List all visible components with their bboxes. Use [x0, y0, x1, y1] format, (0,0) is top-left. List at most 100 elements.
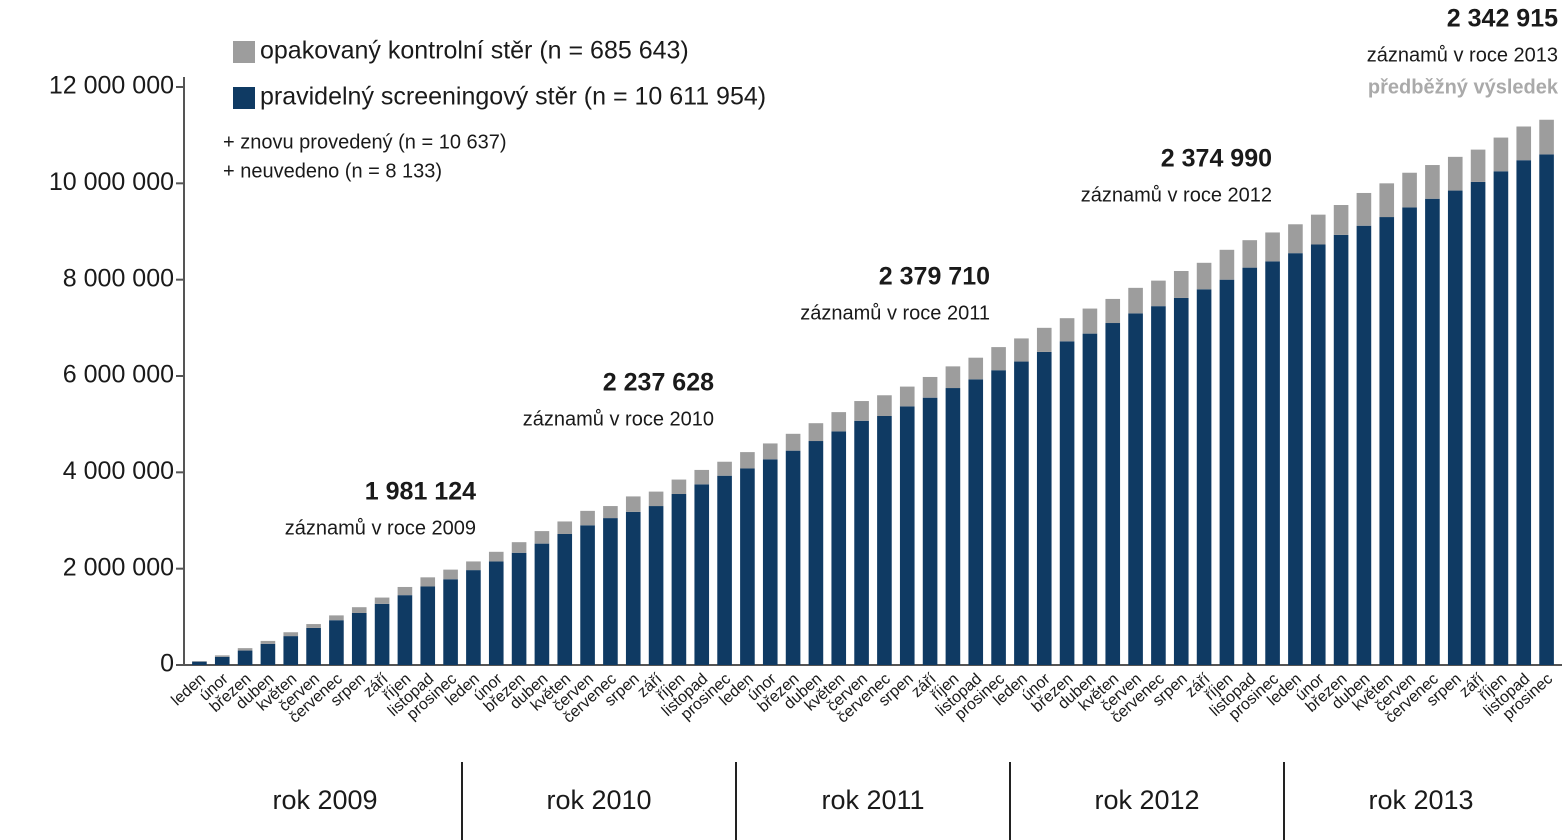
annotation-text: záznamů v roce 2009 [285, 517, 476, 539]
legend-swatch [233, 87, 255, 109]
bar-segment [808, 441, 824, 665]
bar-segment [877, 415, 892, 665]
bar-segment [1333, 205, 1349, 235]
group-label: rok 2012 [1094, 785, 1199, 815]
bar-segment [991, 347, 1006, 371]
bar-segment [466, 570, 481, 665]
annotation-total: 1 981 124 [365, 478, 476, 506]
bar-segment [1036, 327, 1052, 352]
annotation-text: záznamů v roce 2012 [1081, 184, 1272, 206]
bar-segment [1447, 190, 1463, 665]
bar-segment [260, 640, 276, 644]
bar-segment [1173, 297, 1189, 665]
bar-segment [580, 525, 595, 665]
bar-segment [1539, 119, 1554, 155]
annotation-text: záznamů v roce 2010 [523, 408, 714, 430]
bar-segment [237, 650, 253, 665]
bar-segment [1242, 267, 1258, 665]
bar-segment [1470, 149, 1486, 182]
bar-segment [1014, 338, 1029, 362]
bar-segment [1379, 217, 1395, 666]
bar-segment [1105, 323, 1121, 665]
group-label: rok 2013 [1368, 785, 1473, 815]
bar-segment [351, 612, 367, 665]
y-tick-label: 4 000 000 [63, 457, 174, 485]
bar-segment [1014, 361, 1029, 665]
bar-segment [877, 395, 892, 416]
bar-segment [329, 615, 344, 621]
bar-segment [1493, 137, 1509, 172]
bar-segment [991, 370, 1006, 665]
bar-segment [1310, 214, 1326, 245]
bar-segment [671, 494, 687, 665]
bar-segment [922, 376, 938, 398]
bar-segment [192, 661, 207, 665]
y-tick-label: 10 000 000 [49, 168, 174, 196]
bar-segment [968, 379, 984, 665]
annotation-total: 2 237 628 [603, 369, 714, 397]
bar-segment [283, 636, 299, 665]
bar-segment [306, 624, 321, 628]
bar-segment [831, 431, 847, 665]
bar-segment [580, 510, 595, 526]
bar-segment [488, 561, 504, 665]
bar-segment [1539, 154, 1554, 665]
bar-segment [1356, 192, 1372, 226]
bar-segment [351, 607, 367, 613]
bar-segment [1516, 160, 1532, 666]
bar-segment [1059, 341, 1075, 665]
bar-segment [1219, 249, 1235, 280]
legend-label: pravidelný screeningový stěr (n = 10 611… [260, 83, 766, 111]
bar-segment [374, 603, 390, 665]
bar-segment [1105, 298, 1121, 324]
bar-segment [808, 423, 824, 442]
bar-segment [1128, 313, 1143, 665]
bar-segment [945, 388, 961, 665]
bar-segment [1425, 165, 1440, 199]
bar-segment [557, 533, 573, 665]
bar-segment [968, 357, 984, 380]
bar-segment [1265, 232, 1280, 262]
bar-segment [214, 655, 230, 657]
annotation-total: 2 379 710 [879, 263, 990, 291]
bar-segment [1356, 225, 1372, 665]
bar-segment [1402, 207, 1417, 665]
bar-segment [648, 491, 664, 507]
annotation-note: předběžný výsledek [1368, 76, 1559, 98]
bar-segment [899, 406, 915, 665]
legend-swatch [233, 41, 255, 63]
bar-segment [260, 643, 276, 665]
bar-segment [1082, 308, 1098, 334]
legend-label: opakovaný kontrolní stěr (n = 685 643) [260, 37, 689, 65]
bar-segment [603, 506, 618, 519]
bar-segment [1379, 183, 1395, 218]
bar-segment [511, 552, 527, 665]
bar-segment [1059, 318, 1075, 342]
bar-segment [945, 366, 961, 389]
legend-note: + neuvedeno (n = 8 133) [223, 160, 442, 182]
bar-segment [1036, 351, 1052, 665]
bar-segment [1196, 289, 1212, 665]
bar-segment [397, 595, 413, 665]
bar-segment [785, 450, 801, 665]
bar-segment [283, 632, 299, 637]
bar-segment [831, 412, 847, 432]
bar-segment [1402, 172, 1417, 208]
bar-segment [899, 386, 915, 407]
y-tick-label: 2 000 000 [63, 553, 174, 581]
bar-segment [694, 484, 710, 665]
bar-segment [625, 496, 641, 512]
bar-segment [1082, 333, 1098, 665]
bar-segment [306, 627, 321, 665]
y-tick-label: 6 000 000 [63, 361, 174, 389]
bar-segment [466, 561, 481, 571]
bar-segment [329, 620, 344, 665]
bar-segment [1493, 171, 1509, 665]
bar-segment [1288, 224, 1303, 254]
y-tick-label: 12 000 000 [49, 72, 174, 100]
annotation-total: 2 342 915 [1447, 5, 1558, 33]
bar-segment [443, 569, 458, 580]
bar-segment [1265, 261, 1280, 665]
bar-segment [374, 597, 390, 604]
